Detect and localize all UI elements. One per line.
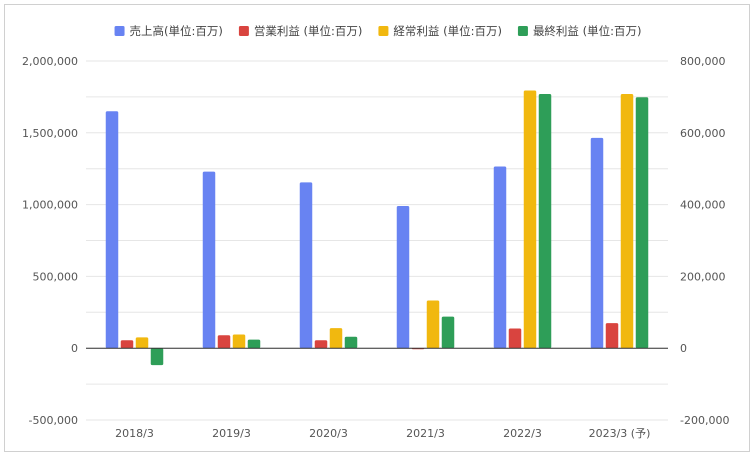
- bar: [247, 339, 261, 349]
- left-tick-label: 1,000,000: [22, 199, 78, 212]
- bar: [508, 328, 522, 349]
- bar: [232, 334, 246, 349]
- gridlines: [86, 60, 668, 421]
- legend-swatch: [378, 26, 389, 36]
- legend-label: 売上高(単位:百万): [130, 24, 223, 38]
- right-tick-label: 400,000: [680, 199, 726, 212]
- x-tick-label: 2018/3: [115, 427, 154, 440]
- legend-label: 営業利益 (単位:百万): [254, 24, 363, 38]
- legend-item: 売上高(単位:百万): [114, 24, 223, 38]
- x-tick-label: 2023/3 (予): [589, 427, 651, 440]
- x-tick-label: 2019/3: [212, 427, 251, 440]
- legend-swatch: [238, 26, 249, 36]
- right-tick-label: 0: [680, 342, 687, 355]
- right-tick-label: 800,000: [680, 55, 726, 68]
- legend-item: 経常利益 (単位:百万): [378, 24, 502, 38]
- bar: [344, 336, 358, 349]
- bar: [329, 328, 343, 349]
- legend-label: 経常利益 (単位:百万): [393, 24, 502, 38]
- left-tick-label: 1,500,000: [22, 127, 78, 140]
- bar: [314, 340, 328, 349]
- left-tick-label: -500,000: [29, 414, 78, 427]
- left-axis: -500,000 0 500,000 1,000,000 1,500,000 2,000,…: [22, 55, 78, 427]
- bar: [620, 94, 634, 349]
- bar: [523, 90, 537, 349]
- legend-swatch: [517, 26, 528, 36]
- bar: [590, 137, 604, 349]
- legend-label: 最終利益 (単位:百万): [533, 24, 642, 38]
- legend-item: 最終利益 (単位:百万): [517, 24, 642, 38]
- bar: [426, 300, 440, 349]
- left-tick-label: 500,000: [33, 270, 79, 283]
- bars: [105, 90, 649, 366]
- legend-swatch: [114, 26, 125, 36]
- x-axis: 2018/3 2019/3 2020/3 2021/3 2022/3 2023/3 (予): [115, 427, 650, 440]
- x-tick-label: 2020/3: [309, 427, 348, 440]
- legend: 売上高(単位:百万) 営業利益 (単位:百万) 経常利益 (単位:百万) 最終利益 (…: [114, 24, 642, 38]
- x-tick-label: 2022/3: [503, 427, 542, 440]
- bar: [217, 335, 231, 349]
- bar: [396, 206, 410, 349]
- right-tick-label: 200,000: [680, 270, 726, 283]
- bar: [538, 94, 552, 349]
- bar: [120, 340, 134, 349]
- x-tick-label: 2021/3: [406, 427, 445, 440]
- bar: [441, 316, 455, 349]
- right-tick-label: -200,000: [680, 414, 729, 427]
- bar: [635, 97, 649, 349]
- bar: [605, 323, 619, 349]
- left-tick-label: 2,000,000: [22, 55, 78, 68]
- left-tick-label: 0: [71, 342, 78, 355]
- bar: [202, 171, 216, 349]
- bar: [150, 348, 164, 366]
- right-axis: -200,000 0 200,000 400,000 600,000 800,000: [680, 55, 729, 427]
- bar: [105, 111, 119, 349]
- bar: [135, 337, 149, 349]
- bar: [493, 166, 507, 349]
- legend-item: 営業利益 (単位:百万): [238, 24, 363, 38]
- bar: [299, 182, 313, 349]
- right-tick-label: 600,000: [680, 127, 726, 140]
